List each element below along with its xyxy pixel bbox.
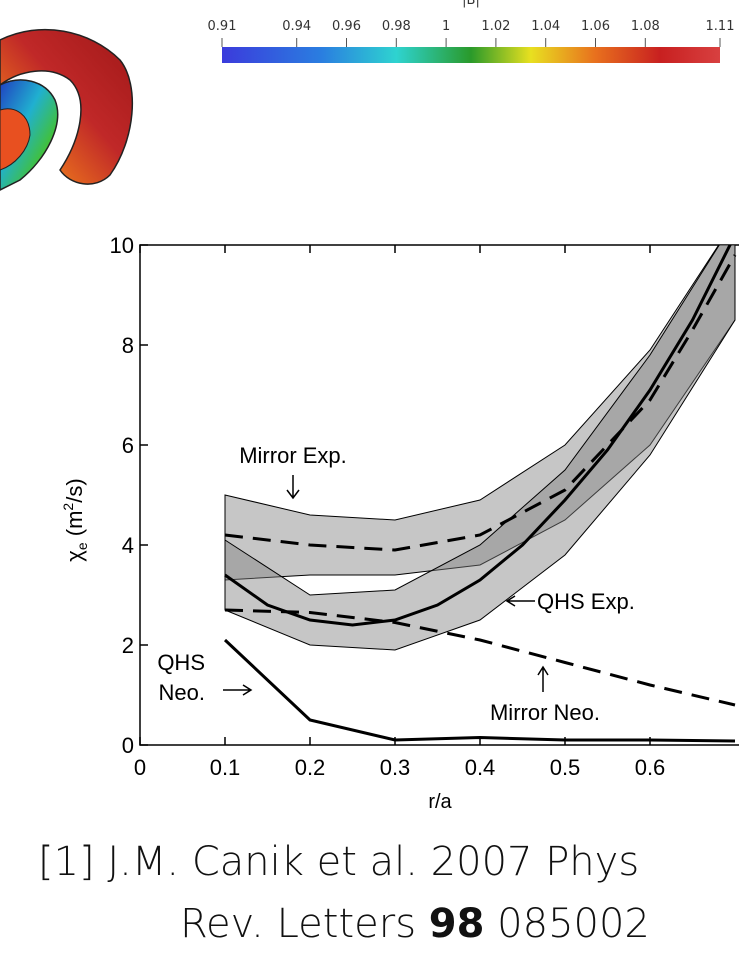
colorbar-tick-label: 0.98 bbox=[382, 19, 411, 34]
colorbar-tick-label: 1.02 bbox=[481, 19, 510, 34]
annotation: QHS Exp. bbox=[537, 589, 635, 614]
colorbar-tick-label: 0.96 bbox=[332, 19, 361, 34]
citation-line: Rev. Letters 98 085002 bbox=[180, 901, 650, 947]
plot-area bbox=[223, 245, 737, 743]
x-tick-label: 0.1 bbox=[210, 755, 241, 780]
colorbar: |B| 0.91 0.94 0.96 0.98 1 1.02 1.04 1.06 1.08 1.11 bbox=[208, 0, 735, 63]
annotation: Mirror Neo. bbox=[490, 700, 600, 725]
y-tick-label: 4 bbox=[122, 533, 134, 558]
colorbar-tick-label: 1.04 bbox=[531, 19, 560, 34]
y-label-part: 2 bbox=[60, 503, 76, 511]
series-line bbox=[223, 638, 736, 743]
arrow bbox=[286, 475, 300, 500]
x-tick-label: 0.6 bbox=[635, 755, 666, 780]
x-tick-label: 0.5 bbox=[550, 755, 581, 780]
y-label-part: e bbox=[74, 542, 90, 550]
y-label-part: χ bbox=[62, 550, 87, 562]
annotation-arrows bbox=[223, 475, 549, 696]
citation-text: 085002 bbox=[484, 901, 649, 947]
citation-volume: 98 bbox=[429, 901, 485, 947]
y-label-part: /s) bbox=[62, 478, 87, 502]
x-axis-label: r/a bbox=[428, 791, 452, 813]
y-tick-label: 6 bbox=[122, 433, 134, 458]
y-tick-label: 0 bbox=[122, 733, 134, 758]
colorbar-title: |B| bbox=[462, 0, 480, 8]
y-axis-label: χe (m2/s) bbox=[60, 478, 90, 561]
x-tick-label: 0.4 bbox=[465, 755, 496, 780]
x-tick-label: 0.3 bbox=[380, 755, 411, 780]
y-tick-label: 8 bbox=[122, 333, 134, 358]
colorbar-tick-label: 1.06 bbox=[581, 19, 610, 34]
series-line bbox=[224, 608, 736, 707]
torus-image bbox=[0, 28, 134, 191]
y-label-part: (m bbox=[62, 511, 87, 543]
colorbar-tick-label: 1 bbox=[442, 19, 450, 34]
y-tick-label: 2 bbox=[122, 633, 134, 658]
colorbar-tick-label: 0.94 bbox=[282, 19, 311, 34]
plot-frame bbox=[139, 244, 739, 746]
colorbar-tick-label: 1.11 bbox=[706, 19, 735, 34]
colorbar-tick-label: 1.08 bbox=[631, 19, 660, 34]
annotation: Mirror Exp. bbox=[239, 443, 347, 468]
colorbar-gradient bbox=[222, 47, 720, 63]
colorbar-tick-label: 0.91 bbox=[208, 19, 237, 34]
arrow bbox=[223, 684, 253, 696]
arrow bbox=[537, 665, 549, 692]
annotation: Neo. bbox=[159, 680, 205, 705]
annotation: QHS bbox=[157, 650, 205, 675]
citation: [1] J.M. Canik et al. 2007 Phys Rev. Let… bbox=[38, 839, 650, 947]
x-tick-label: 0.2 bbox=[295, 755, 326, 780]
arrow bbox=[505, 595, 535, 607]
citation-line: [1] J.M. Canik et al. 2007 Phys bbox=[38, 839, 639, 885]
y-tick-label: 10 bbox=[110, 233, 134, 258]
x-tick-label: 0 bbox=[134, 755, 146, 780]
citation-text: Rev. Letters bbox=[180, 901, 429, 947]
series-line bbox=[224, 254, 737, 552]
series-line bbox=[224, 245, 732, 627]
